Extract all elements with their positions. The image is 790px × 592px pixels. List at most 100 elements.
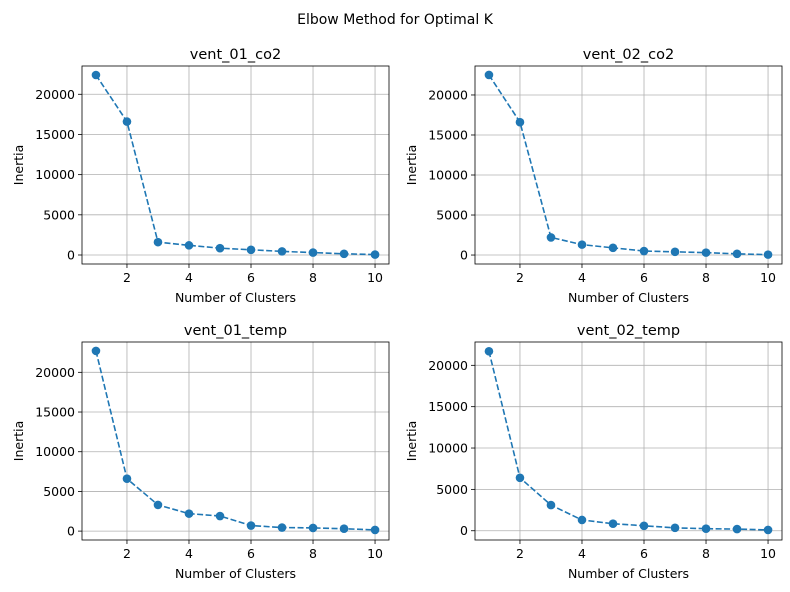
y-axis-label: Inertia <box>11 145 26 185</box>
x-tick-label: 6 <box>247 546 255 561</box>
x-tick-label: 8 <box>309 546 317 561</box>
data-point <box>215 243 225 253</box>
y-tick-label: 10000 <box>428 168 468 183</box>
data-point <box>339 524 349 534</box>
x-tick-label: 8 <box>702 546 710 561</box>
y-tick-label: 0 <box>460 523 468 538</box>
y-tick-label: 5000 <box>43 207 75 222</box>
data-point <box>246 245 256 255</box>
y-tick-label: 10000 <box>35 167 75 182</box>
data-point <box>122 474 132 484</box>
series-line <box>488 351 769 531</box>
axes-frame <box>474 341 783 541</box>
subplot-title: vent_02_co2 <box>583 47 674 63</box>
x-axis-label: Number of Clusters <box>175 566 296 581</box>
data-point <box>91 70 101 80</box>
data-point <box>670 247 680 257</box>
data-point <box>246 521 256 530</box>
series-line <box>95 350 376 531</box>
data-point <box>732 524 742 534</box>
data-point <box>308 248 318 257</box>
data-point <box>484 346 494 356</box>
axes-frame <box>81 341 390 541</box>
y-tick-label: 5000 <box>436 482 468 497</box>
subplot-title: vent_02_temp <box>577 323 680 339</box>
data-point <box>670 523 680 533</box>
x-axis-label: Number of Clusters <box>568 566 689 581</box>
x-tick-label: 10 <box>367 270 383 285</box>
data-point <box>701 248 711 257</box>
series-line <box>488 74 769 256</box>
data-point <box>215 511 225 521</box>
data-point <box>277 247 287 256</box>
data-point <box>732 249 742 259</box>
data-point <box>608 243 618 253</box>
subplot-title: vent_01_temp <box>184 323 287 339</box>
grid <box>82 342 389 540</box>
data-point <box>184 509 194 518</box>
data-point <box>763 525 773 535</box>
data-point <box>339 249 349 259</box>
data-point <box>763 250 773 259</box>
y-tick-label: 15000 <box>35 127 75 142</box>
data-point <box>577 240 587 249</box>
y-tick-label: 5000 <box>436 208 468 223</box>
x-tick-label: 4 <box>578 270 586 285</box>
x-tick-label: 4 <box>185 546 193 561</box>
data-point <box>515 117 525 127</box>
data-point <box>484 70 494 80</box>
y-tick-label: 10000 <box>35 444 75 459</box>
data-point <box>639 246 649 256</box>
x-axis-label: Number of Clusters <box>568 290 689 305</box>
data-point <box>153 237 163 247</box>
x-tick-label: 10 <box>367 546 383 561</box>
data-point <box>370 250 380 259</box>
data-point <box>91 346 101 356</box>
data-point <box>370 525 380 535</box>
y-tick-label: 20000 <box>428 87 468 102</box>
data-point <box>184 241 194 250</box>
data-point <box>701 524 711 533</box>
x-tick-label: 10 <box>760 546 776 561</box>
data-point <box>546 500 556 510</box>
x-tick-label: 2 <box>123 546 131 561</box>
x-tick-label: 10 <box>760 270 776 285</box>
y-tick-label: 5000 <box>43 484 75 499</box>
subplot-title: vent_01_co2 <box>190 47 281 63</box>
subplot-vent-01-temp: 2 4 6 8 10 0 5000 10000 15000 20000 vent_01_temp Nu… <box>11 323 390 581</box>
y-tick-label: 20000 <box>428 358 468 373</box>
y-axis-label: Inertia <box>404 145 419 185</box>
data-point <box>639 521 649 531</box>
y-tick-label: 20000 <box>35 87 75 102</box>
data-point <box>308 523 318 533</box>
grid <box>82 66 389 264</box>
y-axis-label: Inertia <box>404 421 419 461</box>
series-line <box>95 74 376 256</box>
axes-frame <box>474 65 783 265</box>
y-tick-label: 15000 <box>428 127 468 142</box>
y-tick-label: 0 <box>67 524 75 539</box>
data-point <box>153 500 163 510</box>
figure-suptitle: Elbow Method for Optimal K <box>297 12 494 28</box>
x-tick-label: 2 <box>516 546 524 561</box>
x-tick-label: 8 <box>309 270 317 285</box>
subplot-vent-02-co2: 2 4 6 8 10 0 5000 10000 15000 20000 vent_02_co2 Num… <box>404 47 783 305</box>
y-tick-label: 10000 <box>428 441 468 456</box>
data-point <box>608 519 618 529</box>
x-tick-label: 6 <box>640 270 648 285</box>
data-point <box>546 233 556 242</box>
y-tick-label: 0 <box>67 248 75 263</box>
y-axis-label: Inertia <box>11 421 26 461</box>
x-axis-label: Number of Clusters <box>175 290 296 305</box>
grid <box>475 66 782 264</box>
x-tick-label: 4 <box>185 270 193 285</box>
data-point <box>577 515 587 525</box>
grid <box>475 342 782 540</box>
x-tick-label: 8 <box>702 270 710 285</box>
x-tick-label: 2 <box>123 270 131 285</box>
data-point <box>122 117 132 126</box>
data-point <box>277 523 287 532</box>
subplot-grid: 2 4 6 8 10 0 5000 10000 15000 20000 vent_01_co2 Num… <box>11 47 783 581</box>
